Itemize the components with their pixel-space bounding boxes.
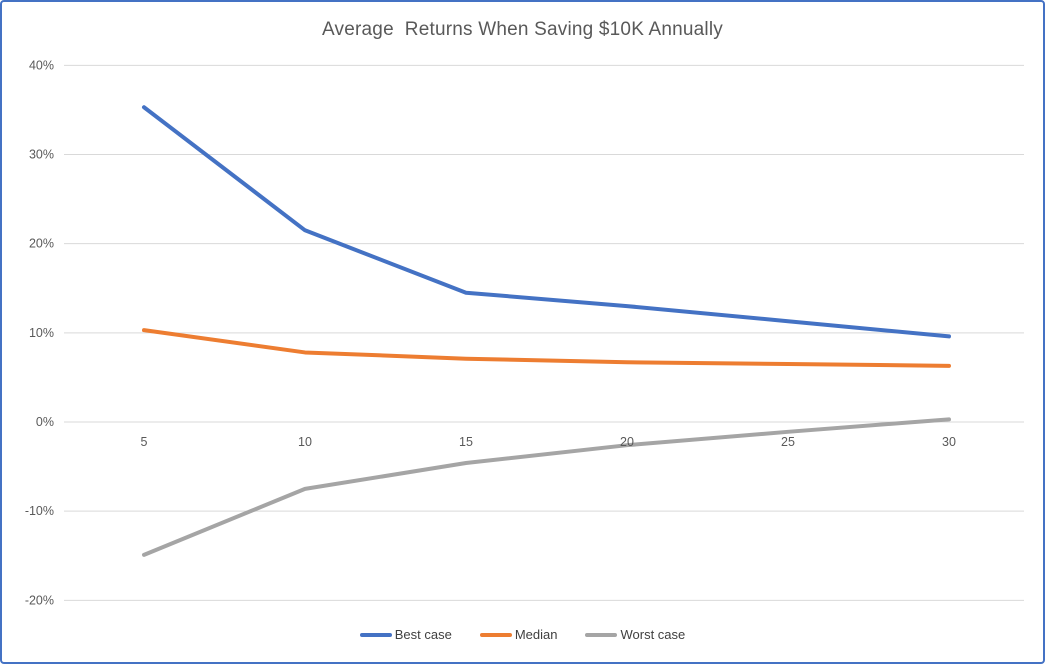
x-axis-tick-label: 15 — [459, 435, 473, 449]
y-axis-tick-label: 0% — [36, 415, 54, 429]
y-axis-tick-label: -10% — [25, 504, 54, 518]
x-axis-tick-label: 25 — [781, 435, 795, 449]
legend-label: Median — [514, 627, 558, 642]
y-axis-tick-label: 30% — [29, 148, 54, 162]
y-axis-tick-label: 10% — [29, 326, 54, 340]
y-axis-tick-label: 40% — [29, 58, 54, 72]
y-axis-tick-label: 20% — [29, 237, 54, 251]
x-axis-tick-label: 5 — [141, 435, 148, 449]
legend-item-best-case[interactable]: Best case — [359, 627, 452, 642]
legend-swatch-best-case — [359, 632, 392, 637]
legend-item-worst-case[interactable]: Worst case — [585, 627, 685, 642]
series-line-median — [142, 328, 951, 368]
legend-item-median[interactable]: Median — [479, 627, 558, 642]
x-axis-tick-label: 10 — [298, 435, 312, 449]
legend-swatch-worst-case — [585, 632, 618, 637]
series-line-best-case — [142, 105, 951, 339]
x-axis-tick-label: 20 — [620, 435, 634, 449]
legend: Best case Median Worst case — [2, 627, 1043, 642]
series-line-worst-case — [142, 417, 951, 557]
legend-label: Worst case — [620, 627, 686, 642]
x-axis-tick-label: 30 — [942, 435, 956, 449]
legend-label: Best case — [394, 627, 452, 642]
chart-title: Average Returns When Saving $10K Annuall… — [322, 19, 723, 40]
y-axis-tick-label: -20% — [25, 593, 54, 607]
legend-swatch-median — [479, 632, 512, 637]
